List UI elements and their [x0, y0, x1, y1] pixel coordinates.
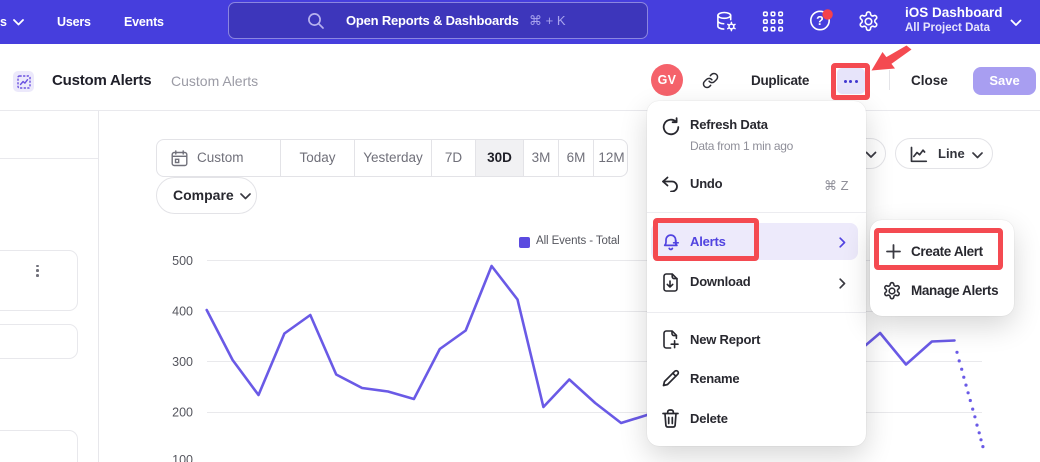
svg-text:400: 400 — [172, 305, 193, 319]
svg-text:100: 100 — [172, 453, 193, 462]
svg-text:?: ? — [816, 14, 824, 28]
svg-text:300: 300 — [172, 355, 193, 369]
svg-text:500: 500 — [172, 254, 193, 268]
svg-text:200: 200 — [172, 406, 193, 420]
